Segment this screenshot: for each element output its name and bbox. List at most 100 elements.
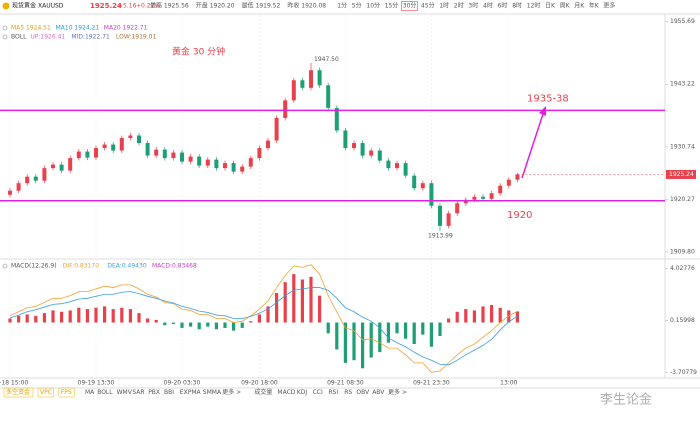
macd-bar — [421, 322, 425, 335]
current-price-box — [666, 169, 696, 179]
timeframe-button[interactable]: 45分 — [421, 2, 435, 10]
eye-icon[interactable] — [2, 34, 8, 40]
indicator-button[interactable]: SAR — [132, 389, 144, 396]
indicator-button[interactable]: BOLL — [97, 389, 113, 396]
macd-bar — [447, 318, 451, 323]
candle-body — [51, 164, 55, 169]
timeframe-button[interactable]: 月K — [574, 3, 585, 10]
candle-body — [446, 213, 451, 226]
timeframe-button[interactable]: 12时 — [527, 2, 541, 10]
indicator-button[interactable]: MA — [85, 389, 95, 396]
tab-button[interactable] — [58, 387, 75, 398]
timeframe-button[interactable]: 周K — [560, 3, 571, 10]
indicator-button[interactable]: MACD — [277, 389, 295, 396]
x-tick-label: 09-21 23:30 — [413, 380, 450, 387]
macd-line — [9, 264, 518, 373]
y-tick-label: 1955.69 — [670, 18, 695, 25]
timeframe-button[interactable]: 1分 — [337, 2, 347, 10]
macd-bar — [68, 310, 72, 323]
indicator-button[interactable]: CCI — [313, 389, 323, 396]
tab-label[interactable]: 多空资金 — [6, 388, 30, 396]
candle-body — [231, 163, 236, 172]
timeframe-selected — [400, 1, 418, 11]
timeframe-button[interactable]: 3时 — [468, 2, 478, 10]
symbol-name: 现货黄金 — [12, 2, 36, 10]
indicator-button[interactable]: KDJ — [297, 389, 308, 396]
level-label: 1935-38 — [527, 93, 569, 104]
indicator-button[interactable]: RSI — [328, 389, 338, 396]
timeframe-button[interactable]: 8时 — [512, 2, 522, 10]
candle-body — [145, 143, 150, 156]
timeframe-button[interactable]: 日K — [545, 3, 556, 10]
macd-bar — [318, 295, 322, 323]
indicator-button[interactable]: 更多 > — [222, 388, 241, 396]
change: +5.16 — [118, 3, 137, 10]
timeframe-button[interactable]: 4时 — [483, 2, 493, 10]
candle-body — [240, 166, 245, 172]
indicator-button[interactable]: RS — [344, 389, 352, 396]
indicator-button[interactable]: OBV — [356, 389, 370, 396]
macd-bar — [25, 314, 29, 323]
macd-bar — [51, 310, 55, 323]
price-stat: 开盘 1920.20 — [196, 2, 235, 10]
macd-bar — [206, 322, 210, 327]
timeframe-button[interactable]: 1时 — [439, 2, 449, 10]
indicator-button[interactable]: ABV — [372, 389, 385, 396]
candle-body — [128, 135, 133, 139]
current-price-label: 1925.24 — [669, 171, 694, 178]
candle-body — [223, 163, 227, 169]
macd-bar — [326, 322, 330, 334]
indicator-button[interactable]: 更多 > — [388, 388, 407, 396]
macd-bar — [498, 307, 502, 323]
tab-button[interactable] — [3, 387, 34, 398]
price: 1925.24 — [90, 2, 122, 10]
indicator-button[interactable]: EXPMA — [180, 389, 202, 396]
y-tick-label: 1920.27 — [670, 196, 695, 203]
indicator-button[interactable]: SMMA — [203, 389, 222, 396]
eye-icon[interactable] — [2, 263, 8, 269]
chart-title: 黄金 30 分钟 — [172, 46, 225, 58]
price-stat: 最低 1919.52 — [242, 2, 281, 10]
indicator-button[interactable]: WMV — [117, 389, 133, 396]
timeframe-button[interactable]: 更多 — [603, 2, 615, 10]
candle-body — [369, 150, 374, 156]
macd-bar — [507, 310, 511, 323]
timeframe-button[interactable]: 15分 — [385, 2, 399, 10]
tab-button[interactable] — [37, 387, 55, 398]
timeframe-button[interactable]: 5分 — [352, 2, 362, 10]
indicator-button[interactable]: BBI — [164, 389, 174, 396]
timeframe-button[interactable]: 年K — [589, 2, 600, 10]
macd-bar — [232, 322, 236, 331]
macd-bar — [352, 322, 356, 361]
tab-label[interactable]: FPS — [61, 389, 72, 396]
macd-bar — [275, 292, 279, 323]
indicator-button[interactable]: 成交量 — [254, 388, 272, 396]
indicator-legend: MA5 1924.51 — [11, 25, 51, 32]
timeframe-button[interactable]: 6时 — [498, 2, 508, 10]
tab-label[interactable]: VPC — [40, 389, 52, 396]
candle-body — [326, 85, 331, 108]
indicator-legend: DEA:0.49430 — [107, 263, 146, 270]
eye-icon[interactable] — [2, 25, 8, 31]
macd-bar — [515, 311, 519, 323]
candle-body — [214, 159, 219, 169]
timeframe-button[interactable]: 30分 — [403, 2, 417, 10]
candle-body — [8, 190, 12, 195]
candle-body — [283, 100, 288, 118]
indicator-legend: MID:1922.71 — [71, 34, 110, 41]
candle-body — [248, 158, 253, 167]
candle-body — [317, 70, 322, 86]
macd-bar — [257, 314, 261, 323]
macd-bar — [404, 322, 408, 339]
macd-bar — [490, 305, 494, 323]
indicator-button[interactable]: PBX — [148, 389, 160, 396]
x-tick-label: 09-18 15:00 — [0, 380, 28, 387]
indicator-legend: UP:1926.41 — [30, 34, 65, 41]
macd-bar — [77, 307, 81, 323]
macd-bar — [103, 306, 107, 323]
macd-bar — [197, 322, 201, 330]
candle-body — [489, 193, 494, 199]
candle-body — [68, 158, 73, 171]
timeframe-button[interactable]: 10分 — [366, 2, 380, 10]
timeframe-button[interactable]: 2时 — [454, 2, 464, 10]
